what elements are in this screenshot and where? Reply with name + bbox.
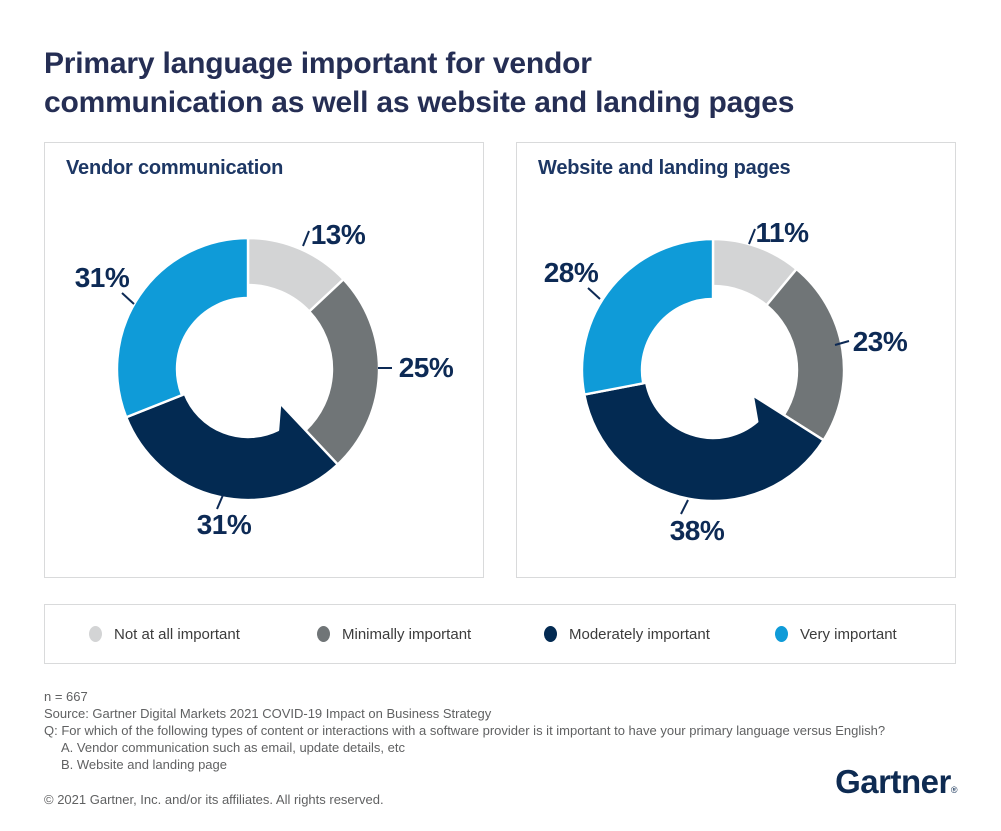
footnotes: n = 667 Source: Gartner Digital Markets …: [44, 688, 885, 773]
percent-label: 25%: [398, 352, 454, 383]
percent-label: 28%: [543, 257, 599, 288]
copyright-text: © 2021 Gartner, Inc. and/or its affiliat…: [44, 792, 384, 807]
donut-slice-very-important: [115, 236, 250, 419]
donut-slice-minimally-important: [304, 278, 381, 466]
legend-item-minimally-important: Minimally important: [317, 605, 471, 663]
label-leader-line: [121, 292, 135, 305]
legend-label: Minimally important: [342, 625, 472, 643]
page-title-line1: Primary language important for vendor: [44, 47, 592, 80]
label-leader-line: [834, 340, 850, 346]
donut-slice-very-important: [580, 237, 715, 396]
percent-label: 31%: [196, 509, 252, 540]
legend-label: Not at all important: [114, 625, 240, 643]
percent-label: 13%: [310, 219, 366, 250]
donut-slice-moderately-important: [125, 392, 339, 502]
percent-label: 23%: [852, 326, 908, 357]
donut-slice-moderately-important: [583, 381, 825, 503]
registered-mark-icon: ®: [950, 785, 958, 795]
legend-item-not-at-all-important: Not at all important: [89, 605, 240, 663]
legend-label: Moderately important: [569, 625, 710, 643]
percent-label: 31%: [74, 262, 130, 293]
footnote-n: n = 667: [44, 689, 88, 704]
label-leader-line: [587, 287, 601, 300]
gartner-logo: Gartner®: [835, 763, 957, 801]
legend-label: Very important: [800, 625, 897, 643]
percent-label: 11%: [755, 217, 810, 248]
percent-label: 38%: [669, 515, 725, 546]
legend-swatch-moderately-important: [544, 626, 557, 642]
legend-swatch-very-important: [775, 626, 788, 642]
panel-title-vendor-communication: Vendor communication: [66, 157, 284, 179]
legend: Not at all important Minimally important…: [44, 604, 956, 664]
panel-vendor-communication: Vendor communication 13% 25% 31% 31%: [44, 142, 484, 578]
panel-website-landing-pages: Website and landing pages 11% 23% 38% 28%: [516, 142, 956, 578]
donut-chart-vendor-communication: [115, 230, 392, 510]
footnote-question-b: B. Website and landing page: [61, 757, 227, 772]
gartner-logo-text: Gartner: [835, 763, 951, 800]
footnote-question-a: A. Vendor communication such as email, u…: [61, 740, 405, 755]
legend-item-moderately-important: Moderately important: [544, 605, 710, 663]
page-title: Primary language important for vendor co…: [44, 44, 974, 122]
footnote-source: Source: Gartner Digital Markets 2021 COV…: [44, 706, 492, 721]
label-leader-line: [748, 228, 756, 245]
legend-swatch-minimally-important: [317, 626, 330, 642]
panel-title-website-landing-pages: Website and landing pages: [538, 157, 791, 179]
label-leader-line: [302, 230, 310, 247]
label-leader-line: [680, 499, 689, 515]
footnote-question: Q: For which of the following types of c…: [44, 723, 886, 738]
donut-chart-website-landing-pages: [580, 228, 850, 515]
legend-swatch-not-at-all-important: [89, 626, 102, 642]
page-title-line2: communication as well as website and lan…: [44, 86, 795, 119]
legend-item-very-important: Very important: [775, 605, 897, 663]
label-leader-line: [216, 494, 224, 510]
